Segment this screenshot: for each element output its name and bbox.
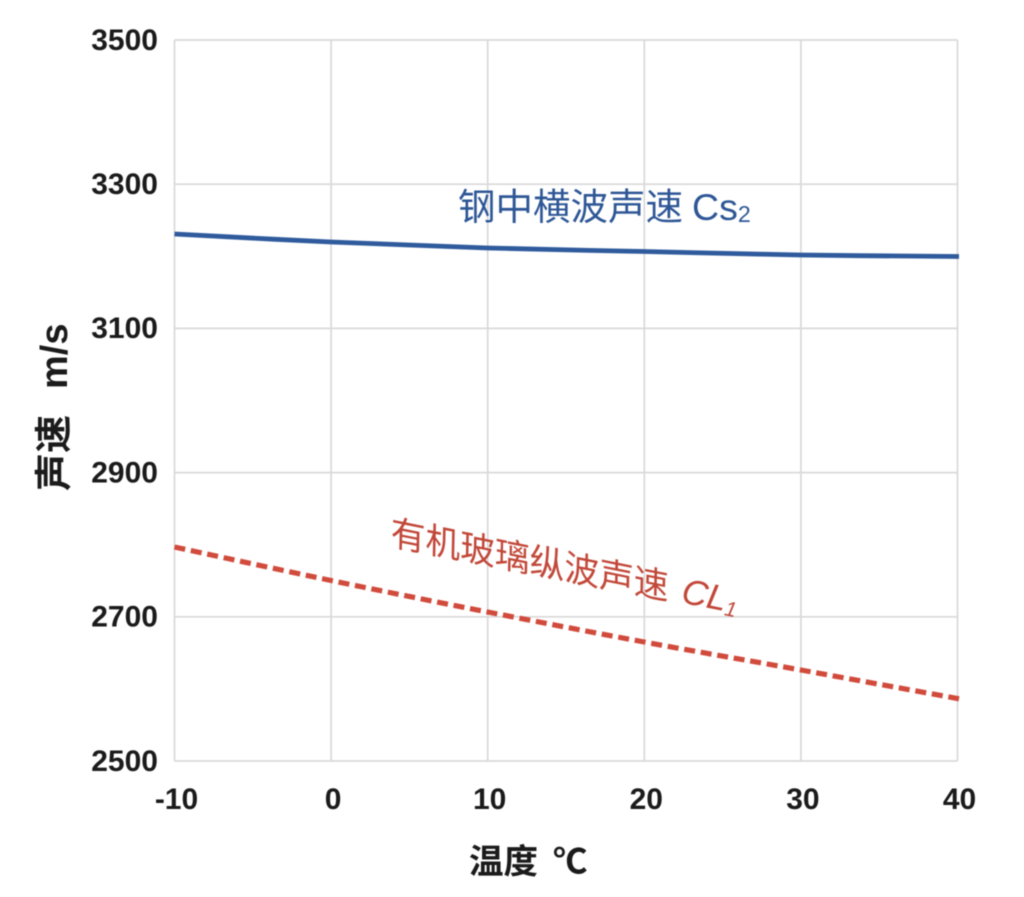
svg-text:m/s: m/s bbox=[34, 324, 76, 389]
svg-text:2500: 2500 bbox=[91, 745, 158, 778]
svg-text:2700: 2700 bbox=[91, 601, 158, 634]
svg-text:3100: 3100 bbox=[91, 312, 158, 345]
svg-text:40: 40 bbox=[943, 783, 976, 816]
svg-text:2900: 2900 bbox=[91, 456, 158, 489]
svg-text:-10: -10 bbox=[155, 783, 198, 816]
svg-text:10: 10 bbox=[473, 783, 506, 816]
svg-text:0: 0 bbox=[325, 783, 342, 816]
svg-text:3300: 3300 bbox=[91, 168, 158, 201]
svg-text:3500: 3500 bbox=[91, 24, 158, 57]
svg-text:20: 20 bbox=[630, 783, 663, 816]
svg-text:30: 30 bbox=[786, 783, 819, 816]
